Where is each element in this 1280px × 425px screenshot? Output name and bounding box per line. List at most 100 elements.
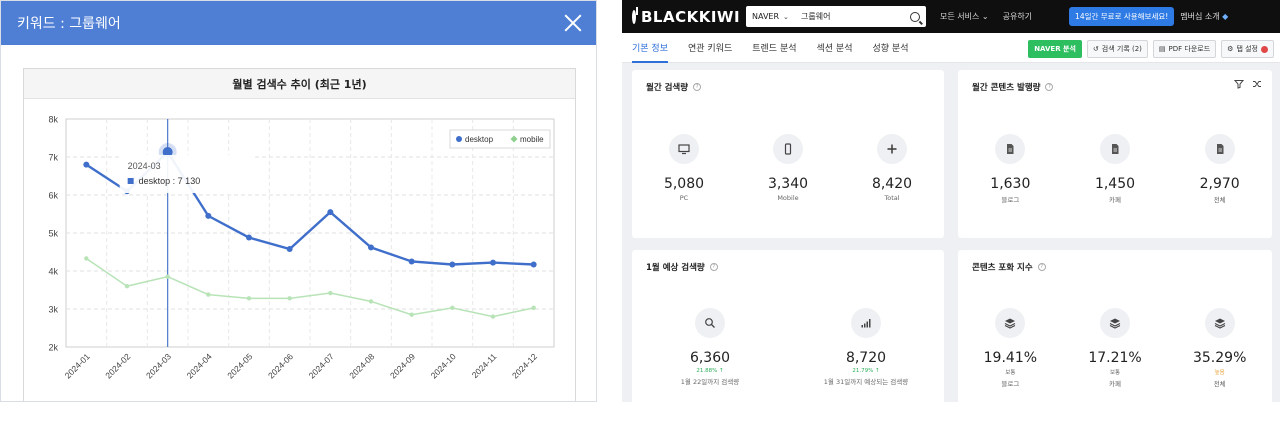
nav-all-services[interactable]: 모든 서비스 ⌄ bbox=[940, 12, 989, 21]
layers-icon bbox=[995, 308, 1026, 338]
metric-label: 1월 31일까지 예상되는 검색량 bbox=[823, 378, 909, 386]
metric-value: 3,340 bbox=[767, 176, 809, 192]
card-title: 1월 예상 검색량 bbox=[646, 263, 705, 273]
metric-saturation-blog: 19.41% 보통 블로그 bbox=[958, 308, 1063, 388]
free-trial-banner[interactable]: 14일간 무료로 사용해보세요! bbox=[1069, 7, 1175, 26]
search-engine-select[interactable]: NAVER ⌄ bbox=[752, 12, 795, 21]
data-point-mobile bbox=[450, 305, 455, 311]
legend-label-desktop: desktop bbox=[465, 135, 494, 144]
modal-title: 키워드 : 그룹웨어 bbox=[17, 16, 121, 32]
metric-value: 17.21% bbox=[1088, 350, 1142, 366]
metric-value: 8,420 bbox=[871, 176, 913, 192]
monthly-content-metrics: 1,630 블로그 1,450 카페 2,970 전체 bbox=[958, 134, 1272, 204]
help-icon[interactable]: ? bbox=[709, 263, 718, 271]
logo[interactable]: BLACKKIWI bbox=[632, 6, 740, 26]
data-point-desktop bbox=[246, 234, 252, 241]
metric-label: PC bbox=[679, 194, 689, 202]
metric-label: 블로그 bbox=[1001, 196, 1020, 204]
close-icon[interactable] bbox=[562, 12, 584, 34]
plus-icon bbox=[877, 134, 907, 164]
nav-share[interactable]: 공유하기 bbox=[1002, 12, 1033, 21]
y-tick-label: 6k bbox=[48, 191, 58, 201]
metric-forecast-expected: 8,720 21.79% ↑ 1월 31일까지 예상되는 검색량 bbox=[788, 308, 944, 386]
data-point-mobile bbox=[246, 296, 252, 301]
tab-basic-info[interactable]: 기본 정보 bbox=[632, 33, 668, 63]
x-tick-label: 2024-01 bbox=[63, 351, 92, 380]
x-tick-label: 2024-04 bbox=[185, 351, 214, 380]
naver-analysis-button[interactable]: NAVER 분석 bbox=[1028, 40, 1082, 58]
pdf-download-label: PDF 다운로드 bbox=[1168, 45, 1211, 53]
metric-forecast-current: 6,360 21.88% ↑ 1월 22일까지 검색량 bbox=[632, 308, 788, 386]
y-tick-label: 2k bbox=[48, 343, 58, 353]
layers-icon bbox=[1100, 308, 1130, 338]
pdf-download-button[interactable]: ▤ PDF 다운로드 bbox=[1152, 40, 1217, 58]
search-engine-label: NAVER bbox=[752, 12, 780, 21]
chart-card: 월별 검색수 추이 (최근 1년) 2k 3k 4k 5k 6k 7k 8k 2024-01 2… bbox=[23, 68, 576, 401]
data-point-desktop bbox=[490, 259, 496, 266]
chart-title: 월별 검색수 추이 (최근 1년) bbox=[24, 69, 575, 99]
metric-label: 블로그 bbox=[1001, 380, 1020, 388]
tooltip-month: 2024-03 bbox=[128, 161, 161, 171]
layers-icon bbox=[1204, 308, 1235, 338]
history-icon: ↺ bbox=[1092, 45, 1099, 53]
data-point-mobile bbox=[328, 290, 333, 296]
x-tick-label: 2024-08 bbox=[347, 351, 376, 380]
data-point-mobile bbox=[490, 314, 496, 319]
chevron-down-icon: ⌄ bbox=[783, 12, 789, 21]
diamond-icon: ◆ bbox=[1222, 12, 1229, 21]
bar-signal-icon bbox=[851, 308, 881, 338]
membership-link[interactable]: 멤버십 소개 ◆ bbox=[1180, 11, 1228, 22]
data-point-desktop bbox=[449, 261, 456, 268]
tab-settings-button[interactable]: ⚙ 탭 설정 bbox=[1221, 40, 1274, 58]
search-history-button[interactable]: ↺ 검색 기록 (2) bbox=[1086, 40, 1148, 58]
document-icon bbox=[995, 134, 1026, 164]
shuffle-icon[interactable] bbox=[1252, 79, 1262, 92]
metric-label: 카페 bbox=[1109, 380, 1121, 388]
legend-label-mobile: mobile bbox=[520, 135, 544, 144]
metric-label: 1월 22일까지 검색량 bbox=[680, 378, 740, 386]
forecast-title-row: 1월 예상 검색량 ? bbox=[646, 261, 718, 273]
y-tick-label: 3k bbox=[48, 305, 58, 315]
tab-related-keywords[interactable]: 연관 키워드 bbox=[687, 44, 733, 54]
tab-tendency-analysis[interactable]: 성향 분석 bbox=[872, 44, 909, 54]
filter-icon[interactable] bbox=[1233, 79, 1245, 92]
x-tick-label: 2024-03 bbox=[144, 351, 173, 380]
search-input[interactable]: 그룹웨어 bbox=[801, 12, 831, 21]
chart-tooltip: 2024-03 desktop : 7 130 bbox=[119, 155, 254, 193]
saturation-title-row: 콘텐츠 포화 지수 ? bbox=[972, 261, 1046, 273]
x-tick-label: 2024-09 bbox=[388, 351, 417, 380]
metric-delta: 21.79% ↑ bbox=[852, 368, 880, 374]
highlight-point bbox=[162, 147, 173, 158]
y-tick-label: 4k bbox=[48, 267, 58, 277]
data-point-mobile bbox=[206, 292, 211, 297]
search-box[interactable]: NAVER ⌄ 그룹웨어 bbox=[746, 6, 926, 27]
saturation-level: 높음 bbox=[1214, 370, 1225, 376]
help-icon[interactable]: ? bbox=[693, 83, 702, 91]
metric-value: 35.29% bbox=[1192, 350, 1247, 366]
monthly-search-metrics: 5,080 PC 3,340 Mobile 8,420 Total bbox=[632, 134, 944, 202]
x-tick-label: 2024-07 bbox=[307, 351, 336, 380]
help-icon[interactable]: ? bbox=[1037, 263, 1046, 271]
metric-mobile: 3,340 Mobile bbox=[736, 134, 840, 202]
help-icon[interactable]: ? bbox=[1045, 83, 1054, 91]
x-tick-label: 2024-11 bbox=[470, 351, 499, 380]
monthly-search-title-row: 월간 검색량 ? bbox=[646, 81, 702, 93]
data-point-mobile bbox=[84, 256, 89, 261]
tab-actions: NAVER 분석 ↺ 검색 기록 (2) ▤ PDF 다운로드 ⚙ 탭 설정 bbox=[1028, 40, 1274, 58]
document-icon bbox=[1100, 134, 1130, 164]
metric-value: 6,360 bbox=[689, 350, 731, 366]
tab-trend-analysis[interactable]: 트렌드 분석 bbox=[752, 44, 797, 54]
tab-section-analysis[interactable]: 섹션 분석 bbox=[816, 44, 853, 54]
search-icon[interactable] bbox=[910, 11, 920, 22]
metric-label: Mobile bbox=[777, 194, 799, 202]
series-line-mobile bbox=[85, 257, 534, 318]
legend-marker-desktop bbox=[456, 136, 462, 142]
search-icon bbox=[695, 308, 725, 338]
metric-blog: 1,630 블로그 bbox=[958, 134, 1063, 204]
metric-value: 1,630 bbox=[990, 176, 1031, 192]
metric-value: 1,450 bbox=[1094, 176, 1136, 192]
data-point-desktop bbox=[327, 209, 334, 216]
saturation-metrics: 19.41% 보통 블로그 17.21% 보통 카페 35.29% bbox=[958, 308, 1272, 388]
data-point-mobile bbox=[124, 284, 130, 289]
